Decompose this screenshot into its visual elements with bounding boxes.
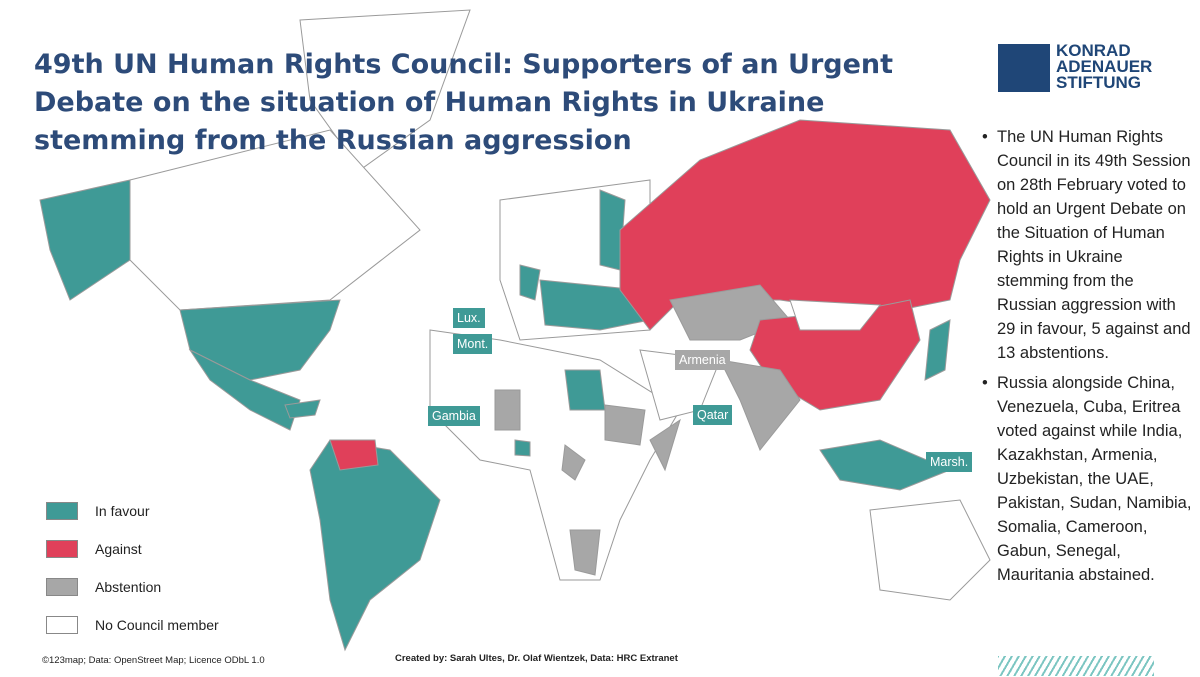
title: 49th UN Human Rights Council: Supporters…	[34, 49, 894, 156]
legend-item: Against	[46, 530, 219, 568]
country	[569, 529, 601, 576]
bullet: The UN Human Rights Council in its 49th …	[982, 125, 1192, 365]
legend-swatch	[46, 578, 78, 596]
credits: Created by: Sarah Ultes, Dr. Olaf Wientz…	[395, 653, 678, 664]
country	[924, 319, 951, 381]
country	[494, 389, 521, 431]
legend-swatch	[46, 502, 78, 520]
logo-line: ADENAUER	[1056, 57, 1153, 76]
legend-label: Abstention	[95, 579, 162, 595]
map-label: Armenia	[675, 350, 730, 370]
logo-line: KONRAD	[1056, 41, 1131, 60]
country	[284, 399, 321, 419]
country	[309, 439, 441, 652]
country	[329, 439, 379, 471]
map-label: Gambia	[428, 406, 480, 426]
country	[188, 348, 301, 431]
country	[789, 299, 881, 331]
map-label: Lux.	[453, 308, 485, 328]
country	[39, 179, 131, 301]
country	[649, 418, 681, 472]
legend-label: In favour	[95, 503, 150, 519]
country	[561, 444, 586, 481]
country	[299, 9, 471, 171]
decoration	[998, 656, 1154, 676]
legend-swatch	[46, 540, 78, 558]
legend-label: No Council member	[95, 617, 219, 633]
legend: In favour Against Abstention No Council mem…	[46, 492, 219, 644]
map-label: Qatar	[693, 405, 733, 425]
country	[604, 404, 646, 446]
source: ©123map; Data: OpenStreet Map; Licence O…	[42, 655, 265, 666]
logo-text: KONRAD ADENAUER STIFTUNG	[1056, 41, 1153, 92]
map-label: Marsh.	[926, 452, 973, 472]
legend-item: Abstention	[46, 568, 219, 606]
legend-label: Against	[95, 541, 142, 557]
country	[514, 439, 531, 457]
bullets: The UN Human Rights Council in its 49th …	[982, 125, 1192, 593]
legend-item: In favour	[46, 492, 219, 530]
map-label: Mont.	[453, 334, 493, 354]
country	[429, 329, 681, 581]
legend-item: No Council member	[46, 606, 219, 644]
logo-line: STIFTUNG	[1056, 73, 1141, 92]
legend-swatch	[46, 616, 78, 634]
bullet: Russia alongside China, Venezuela, Cuba,…	[982, 371, 1192, 587]
logo-mark	[998, 44, 1050, 92]
country	[819, 439, 952, 491]
country	[869, 499, 991, 601]
country	[719, 359, 801, 451]
country	[519, 264, 541, 301]
country	[564, 369, 606, 411]
